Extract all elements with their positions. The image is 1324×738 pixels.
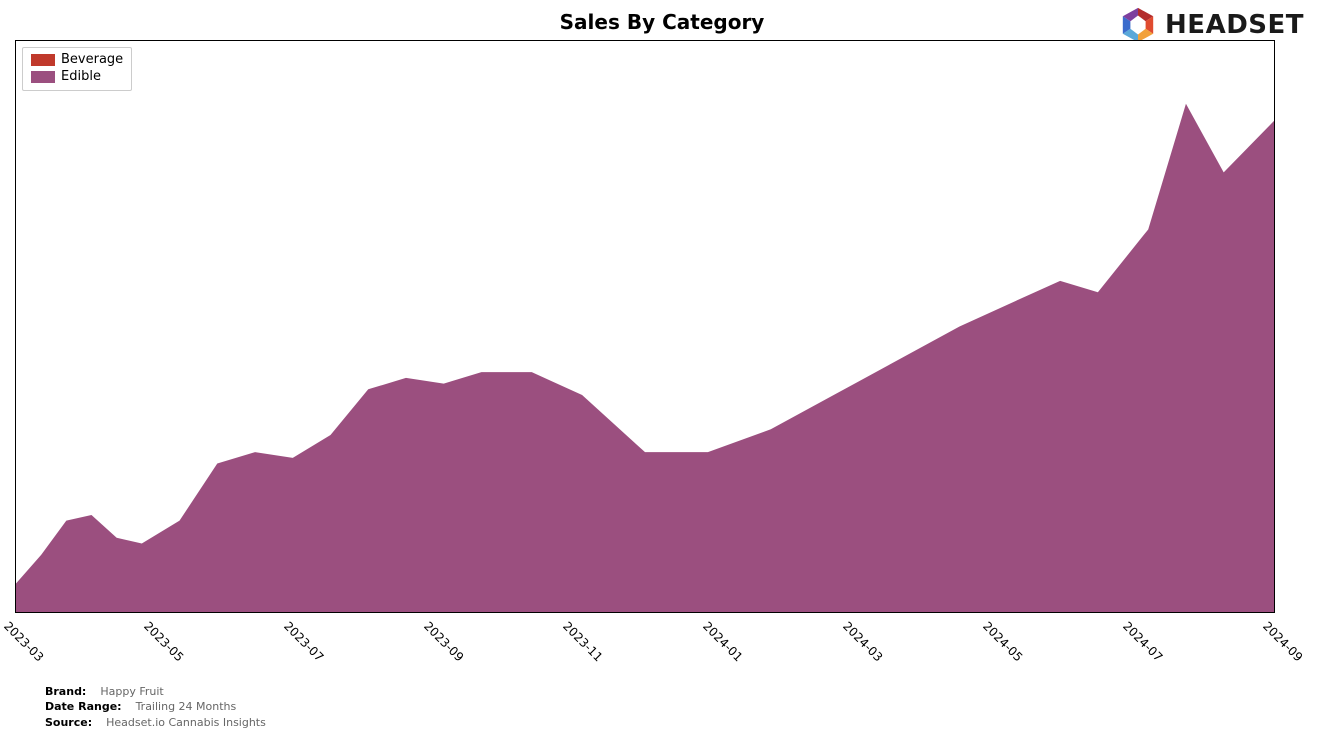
legend-label: Beverage xyxy=(61,52,123,69)
xtick-label: 2023-11 xyxy=(561,619,606,664)
series-edible xyxy=(16,104,1274,612)
meta-value: Headset.io Cannabis Insights xyxy=(106,715,266,730)
legend-swatch xyxy=(31,71,55,83)
xtick-label: 2023-09 xyxy=(421,619,466,664)
brand-logo-text: HEADSET xyxy=(1165,10,1304,40)
meta-row: Date Range: Trailing 24 Months xyxy=(45,699,266,714)
chart-container: Sales By Category HEADSET BeverageEdible… xyxy=(0,0,1324,738)
xtick-label: 2024-03 xyxy=(840,619,885,664)
legend-label: Edible xyxy=(61,69,101,86)
meta-key: Date Range: xyxy=(45,699,122,714)
meta-row: Brand: Happy Fruit xyxy=(45,684,266,699)
meta-value: Trailing 24 Months xyxy=(136,699,237,714)
headset-icon xyxy=(1119,6,1157,44)
legend-item: Beverage xyxy=(31,52,123,69)
xtick-label: 2024-07 xyxy=(1120,619,1165,664)
xtick-label: 2023-03 xyxy=(1,619,46,664)
metadata-block: Brand: Happy FruitDate Range: Trailing 24 … xyxy=(45,684,266,730)
legend-item: Edible xyxy=(31,69,123,86)
xtick-label: 2023-05 xyxy=(141,619,186,664)
legend-swatch xyxy=(31,54,55,66)
xtick-label: 2024-05 xyxy=(980,619,1025,664)
xtick-label: 2023-07 xyxy=(281,619,326,664)
legend: BeverageEdible xyxy=(22,47,132,91)
meta-key: Brand: xyxy=(45,684,86,699)
meta-value: Happy Fruit xyxy=(100,684,163,699)
meta-key: Source: xyxy=(45,715,92,730)
xtick-label: 2024-01 xyxy=(700,619,745,664)
meta-row: Source: Headset.io Cannabis Insights xyxy=(45,715,266,730)
brand-logo: HEADSET xyxy=(1119,6,1304,44)
xtick-label: 2024-09 xyxy=(1260,619,1305,664)
plot-area: BeverageEdible xyxy=(15,40,1275,613)
area-svg xyxy=(16,41,1274,612)
